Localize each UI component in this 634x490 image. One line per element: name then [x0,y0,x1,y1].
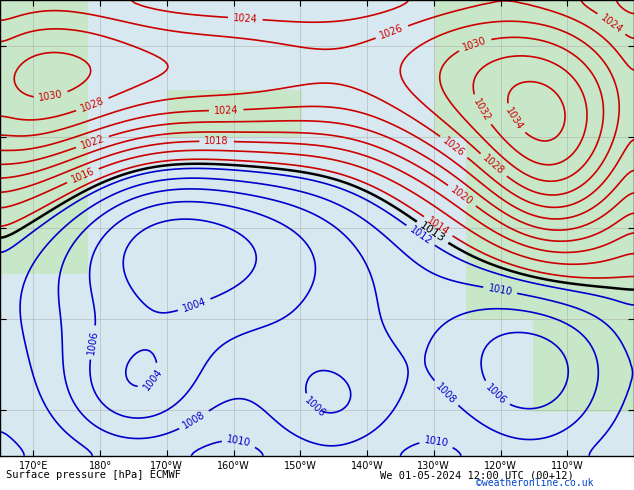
Text: 1010: 1010 [488,283,513,297]
Text: 1016: 1016 [70,166,96,185]
Text: 1028: 1028 [79,96,106,114]
Text: 1034: 1034 [503,106,525,132]
Text: 1004: 1004 [141,367,164,392]
Text: 1024: 1024 [233,13,258,24]
Text: 1004: 1004 [181,296,207,314]
Text: ©weatheronline.co.uk: ©weatheronline.co.uk [476,478,593,488]
Text: 1024: 1024 [214,105,238,116]
Text: 1024: 1024 [599,12,624,35]
Text: 1010: 1010 [424,435,450,449]
Text: Surface pressure [hPa] ECMWF: Surface pressure [hPa] ECMWF [6,470,181,480]
Text: 1006: 1006 [483,382,508,407]
Text: We 01-05-2024 12:00 UTC (00+12): We 01-05-2024 12:00 UTC (00+12) [380,470,574,480]
Text: 1012: 1012 [408,224,434,246]
Text: 1014: 1014 [425,215,451,237]
Text: 1018: 1018 [204,136,229,147]
Text: 1030: 1030 [462,35,488,52]
Text: 1020: 1020 [449,184,475,207]
Text: 1010: 1010 [226,434,252,448]
Text: 1032: 1032 [471,97,492,123]
Text: 1028: 1028 [481,153,506,177]
Text: 1008: 1008 [434,381,458,406]
Text: 1008: 1008 [181,410,207,431]
Text: 1030: 1030 [38,90,64,103]
Text: 1013: 1013 [418,220,447,245]
Text: 1026: 1026 [378,23,405,41]
Text: 1006: 1006 [86,330,100,355]
Text: 1006: 1006 [303,395,328,419]
Text: 1022: 1022 [79,133,106,150]
Text: 1026: 1026 [441,135,467,158]
